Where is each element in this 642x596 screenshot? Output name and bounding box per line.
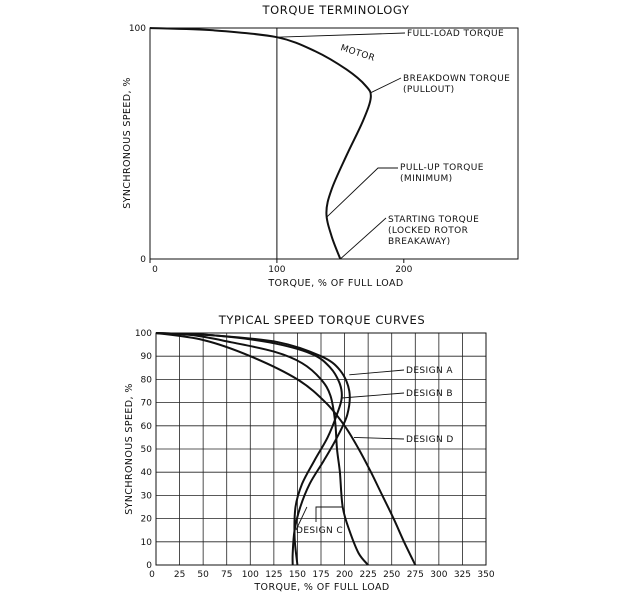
- annotation-label: BREAKAWAY): [388, 237, 451, 247]
- chart2-x-tick-label: 75: [221, 570, 232, 580]
- chart2-x-tick-label: 225: [360, 570, 377, 580]
- motor-curve-label: MOTOR: [339, 43, 376, 64]
- chart2-y-tick-label: 100: [135, 329, 152, 339]
- chart2-title: TYPICAL SPEED TORQUE CURVES: [218, 313, 426, 327]
- chart2-y-tick-label: 70: [141, 399, 153, 409]
- annotation-leader-line: [276, 32, 406, 38]
- annotation-leader-line: [341, 392, 405, 399]
- chart2-x-axis-label: TORQUE, % OF FULL LOAD: [253, 582, 389, 593]
- annotation-label: BREAKDOWN TORQUE: [403, 74, 510, 84]
- chart2-y-tick-label: 0: [146, 561, 152, 571]
- annotation-leader-line: [339, 217, 387, 260]
- chart2-y-tick-label: 50: [141, 445, 153, 455]
- annotation-leader-line: [326, 167, 398, 218]
- annotation-label: PULL-UP TORQUE: [400, 163, 484, 173]
- chart1-frame: [149, 27, 519, 260]
- chart1-x-tick-label: 100: [268, 265, 285, 275]
- chart2-y-tick-label: 10: [141, 538, 153, 548]
- chart2-y-axis-label: SYNCHRONOUS SPEED, %: [124, 383, 135, 515]
- chart2-x-tick-label: 350: [477, 570, 494, 580]
- annotation-label: DESIGN B: [406, 389, 453, 399]
- annotation-label: STARTING TORQUE: [388, 215, 479, 225]
- chart2-x-tick-label: 0: [149, 570, 155, 580]
- annotation-leader-line: [315, 506, 343, 522]
- annotation-label: DESIGN C: [296, 526, 343, 536]
- chart2-y-tick-label: 30: [141, 491, 153, 501]
- chart2-x-tick-label: 125: [265, 570, 282, 580]
- chart2-x-tick-label: 25: [174, 570, 185, 580]
- chart1-x-tick-label: 200: [395, 265, 412, 275]
- annotation-label: (PULLOUT): [403, 85, 455, 95]
- design-b-curve: [155, 332, 343, 566]
- chart2-y-tick-label: 80: [141, 375, 153, 385]
- annotation-leader-line: [349, 369, 405, 376]
- chart1-x-tick-label: 0: [152, 265, 158, 275]
- annotation-label: DESIGN A: [406, 366, 453, 376]
- speed-torque-curves-chart: TYPICAL SPEED TORQUE CURVES 0 25 50 75 100 12…: [124, 313, 495, 593]
- chart1-y-tick-label: 0: [140, 255, 146, 265]
- chart1-title: TORQUE TERMINOLOGY: [262, 3, 410, 17]
- chart1-y-axis-label: SYNCHRONOUS SPEED, %: [122, 77, 133, 209]
- annotation-label: DESIGN D: [406, 435, 454, 445]
- annotation-leader-line: [295, 506, 308, 531]
- chart2-x-tick-label: 300: [430, 570, 447, 580]
- chart2-frame: [155, 332, 487, 566]
- chart2-x-tick-label: 250: [383, 570, 400, 580]
- chart2-x-tick-label: 150: [289, 570, 306, 580]
- annotation-leader-line: [370, 77, 402, 94]
- chart2-y-tick-label: 90: [141, 352, 153, 362]
- chart2-x-tick-label: 325: [454, 570, 471, 580]
- chart2-x-tick-label: 50: [197, 570, 209, 580]
- chart2-x-tick-label: 175: [312, 570, 329, 580]
- chart2-y-tick-label: 40: [141, 468, 153, 478]
- chart2-x-tick-label: 275: [407, 570, 424, 580]
- design-c-curve: [155, 332, 369, 566]
- annotation-leader-line: [353, 436, 405, 440]
- design-d-curve: [155, 332, 417, 566]
- annotation-label: (LOCKED ROTOR: [388, 226, 468, 236]
- chart1-y-tick-label: 100: [129, 24, 146, 34]
- chart1-x-axis-label: TORQUE, % OF FULL LOAD: [267, 278, 403, 289]
- torque-terminology-chart: TORQUE TERMINOLOGY 0 100 200 0 100 MOTOR TOR…: [122, 3, 519, 289]
- annotation-label: FULL-LOAD TORQUE: [407, 29, 504, 39]
- chart2-y-tick-label: 20: [141, 515, 153, 525]
- motor-curve: [149, 27, 372, 260]
- chart2-y-tick-label: 60: [141, 422, 153, 432]
- chart2-x-tick-label: 100: [242, 570, 259, 580]
- chart2-x-tick-label: 200: [336, 570, 353, 580]
- annotation-label: (MINIMUM): [400, 174, 453, 184]
